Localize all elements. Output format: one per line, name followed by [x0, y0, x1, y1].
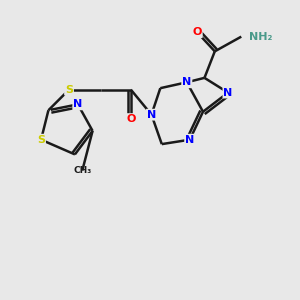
Text: NH₂: NH₂: [249, 32, 272, 42]
Text: O: O: [126, 114, 136, 124]
Text: N: N: [224, 88, 233, 98]
Text: CH₃: CH₃: [73, 166, 92, 175]
Text: N: N: [73, 99, 83, 110]
Text: N: N: [185, 135, 194, 145]
Text: N: N: [182, 77, 191, 87]
Text: S: S: [65, 85, 73, 94]
Text: N: N: [147, 110, 156, 120]
Text: O: O: [192, 27, 202, 37]
Text: S: S: [37, 135, 45, 145]
